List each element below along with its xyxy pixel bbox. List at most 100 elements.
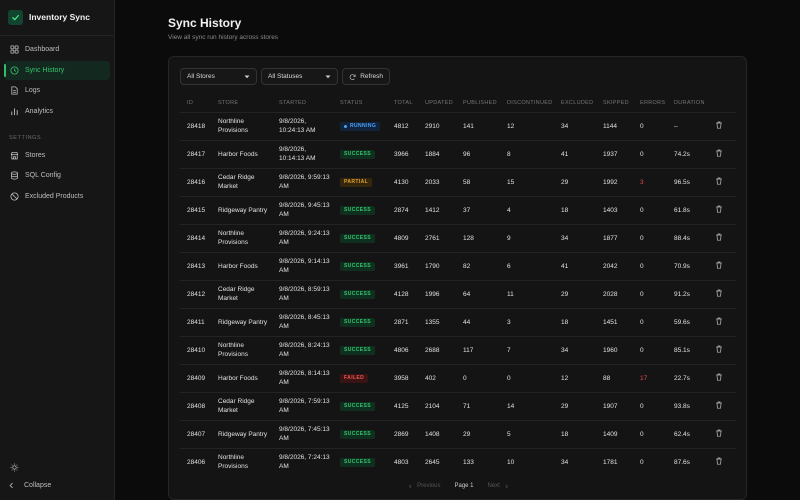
cell-actions bbox=[707, 307, 736, 336]
cell-store: Northline Provisions bbox=[211, 111, 272, 140]
brand[interactable]: Inventory Sync bbox=[8, 8, 90, 26]
cell-total: 4803 bbox=[387, 447, 418, 469]
cell-updated: 1790 bbox=[418, 251, 456, 280]
col-header-status: STATUS bbox=[340, 100, 363, 107]
pagination: Previous Page 1 Next bbox=[169, 479, 746, 493]
sync-table-container[interactable]: ID STORE STARTED STATUS TOTAL UPDATED PU… bbox=[180, 95, 736, 469]
trash-icon bbox=[715, 345, 722, 353]
cell-total: 4806 bbox=[387, 335, 418, 364]
status-badge: SUCCESS bbox=[340, 150, 375, 159]
collapse-button[interactable]: Collapse bbox=[8, 479, 51, 491]
trash-icon bbox=[715, 261, 722, 269]
cell-status: FAILED bbox=[333, 363, 387, 392]
cell-updated: 2688 bbox=[418, 335, 456, 364]
table-row[interactable]: 28417 Harbor Foods 9/8/2026, 10:14:13 AM SU… bbox=[180, 139, 736, 168]
nav-logs[interactable]: Logs bbox=[4, 81, 110, 100]
cell-actions bbox=[707, 167, 736, 196]
delete-run-button[interactable] bbox=[714, 400, 723, 409]
nav-dashboard[interactable]: Dashboard bbox=[4, 40, 110, 59]
cell-errors: 3 bbox=[633, 167, 667, 196]
cell-excluded: 34 bbox=[554, 335, 596, 364]
theme-toggle-button[interactable] bbox=[8, 461, 20, 473]
status-badge: SUCCESS bbox=[340, 430, 375, 439]
nav-analytics[interactable]: Analytics bbox=[4, 102, 110, 121]
table-row[interactable]: 28406 Northline Provisions 9/8/2026, 7:24:… bbox=[180, 447, 736, 469]
delete-run-button[interactable] bbox=[714, 457, 723, 466]
nav-sync-history[interactable]: Sync History bbox=[4, 61, 110, 80]
cell-errors: 0 bbox=[633, 419, 667, 448]
delete-run-button[interactable] bbox=[714, 288, 723, 297]
cell-excluded: 34 bbox=[554, 447, 596, 469]
cell-id: 28412 bbox=[180, 279, 211, 308]
cell-id: 28418 bbox=[180, 111, 211, 140]
delete-run-button[interactable] bbox=[714, 372, 723, 381]
status-badge: SUCCESS bbox=[340, 206, 375, 215]
clock-icon bbox=[10, 66, 19, 75]
cell-discontinued: 11 bbox=[500, 279, 554, 308]
table-row[interactable]: 28418 Northline Provisions 9/8/2026, 10:24… bbox=[180, 111, 736, 140]
table-row[interactable]: 28412 Cedar Ridge Market 9/8/2026, 8:59:13… bbox=[180, 279, 736, 308]
cell-excluded: 18 bbox=[554, 195, 596, 224]
delete-run-button[interactable] bbox=[714, 120, 723, 129]
delete-run-button[interactable] bbox=[714, 148, 723, 157]
delete-run-button[interactable] bbox=[714, 316, 723, 325]
cell-skipped: 1451 bbox=[596, 307, 633, 336]
refresh-button[interactable]: Refresh bbox=[342, 68, 390, 85]
table-row[interactable]: 28411 Ridgeway Pantry 9/8/2026, 8:45:13 AM… bbox=[180, 307, 736, 336]
previous-page-button[interactable]: Previous bbox=[408, 483, 440, 489]
status-badge: RUNNING bbox=[340, 121, 381, 131]
table-row[interactable]: 28409 Harbor Foods 9/8/2026, 8:14:13 AM FAI… bbox=[180, 363, 736, 392]
cell-skipped: 1992 bbox=[596, 167, 633, 196]
table-row[interactable]: 28416 Cedar Ridge Market 9/8/2026, 9:59:13… bbox=[180, 167, 736, 196]
cell-id: 28413 bbox=[180, 251, 211, 280]
cell-updated: 2104 bbox=[418, 391, 456, 420]
check-logo-icon bbox=[8, 9, 23, 25]
cell-status: SUCCESS bbox=[333, 391, 387, 420]
cell-published: 133 bbox=[456, 447, 500, 469]
next-page-button[interactable]: Next bbox=[488, 483, 509, 489]
cell-actions bbox=[707, 279, 736, 308]
status-label: SUCCESS bbox=[344, 403, 371, 409]
delete-run-button[interactable] bbox=[714, 260, 723, 269]
cell-duration: 85.1s bbox=[667, 335, 707, 364]
cell-published: 58 bbox=[456, 167, 500, 196]
cell-errors: 0 bbox=[633, 195, 667, 224]
nav-excluded-products[interactable]: Excluded Products bbox=[4, 187, 110, 206]
cell-errors: 0 bbox=[633, 335, 667, 364]
table-row[interactable]: 28408 Cedar Ridge Market 9/8/2026, 7:59:13… bbox=[180, 391, 736, 420]
cell-started: 9/8/2026, 10:14:13 AM bbox=[272, 139, 333, 168]
status-label: SUCCESS bbox=[344, 235, 371, 241]
nav-stores[interactable]: Stores bbox=[4, 146, 110, 165]
cell-actions bbox=[707, 391, 736, 420]
delete-run-button[interactable] bbox=[714, 232, 723, 241]
delete-run-button[interactable] bbox=[714, 428, 723, 437]
cell-updated: 2645 bbox=[418, 447, 456, 469]
cell-excluded: 18 bbox=[554, 307, 596, 336]
cell-id: 28406 bbox=[180, 447, 211, 469]
cell-duration: 22.7s bbox=[667, 363, 707, 392]
table-row[interactable]: 28407 Ridgeway Pantry 9/8/2026, 7:45:13 AM… bbox=[180, 419, 736, 448]
table-row[interactable]: 28413 Harbor Foods 9/8/2026, 9:14:13 AM SUC… bbox=[180, 251, 736, 280]
status-filter-select[interactable]: All Statuses bbox=[261, 68, 338, 85]
cell-skipped: 1907 bbox=[596, 391, 633, 420]
table-row[interactable]: 28415 Ridgeway Pantry 9/8/2026, 9:45:13 AM… bbox=[180, 195, 736, 224]
cell-discontinued: 0 bbox=[500, 363, 554, 392]
delete-run-button[interactable] bbox=[714, 344, 723, 353]
trash-icon bbox=[715, 401, 722, 409]
table-row[interactable]: 28410 Northline Provisions 9/8/2026, 8:24:… bbox=[180, 335, 736, 364]
delete-run-button[interactable] bbox=[714, 176, 723, 185]
cell-actions bbox=[707, 139, 736, 168]
cell-total: 4128 bbox=[387, 279, 418, 308]
delete-run-button[interactable] bbox=[714, 204, 723, 213]
status-label: SUCCESS bbox=[344, 263, 371, 269]
cell-started: 9/8/2026, 9:24:13 AM bbox=[272, 223, 333, 252]
cell-updated: 1412 bbox=[418, 195, 456, 224]
cell-actions bbox=[707, 335, 736, 364]
cell-total: 4812 bbox=[387, 111, 418, 140]
nav-sql-config[interactable]: SQL Config bbox=[4, 166, 110, 185]
trash-icon bbox=[715, 205, 722, 213]
table-row[interactable]: 28414 Northline Provisions 9/8/2026, 9:24:… bbox=[180, 223, 736, 252]
col-header-updated: UPDATED bbox=[425, 100, 453, 107]
trash-icon bbox=[715, 317, 722, 325]
store-filter-select[interactable]: All Stores bbox=[180, 68, 257, 85]
